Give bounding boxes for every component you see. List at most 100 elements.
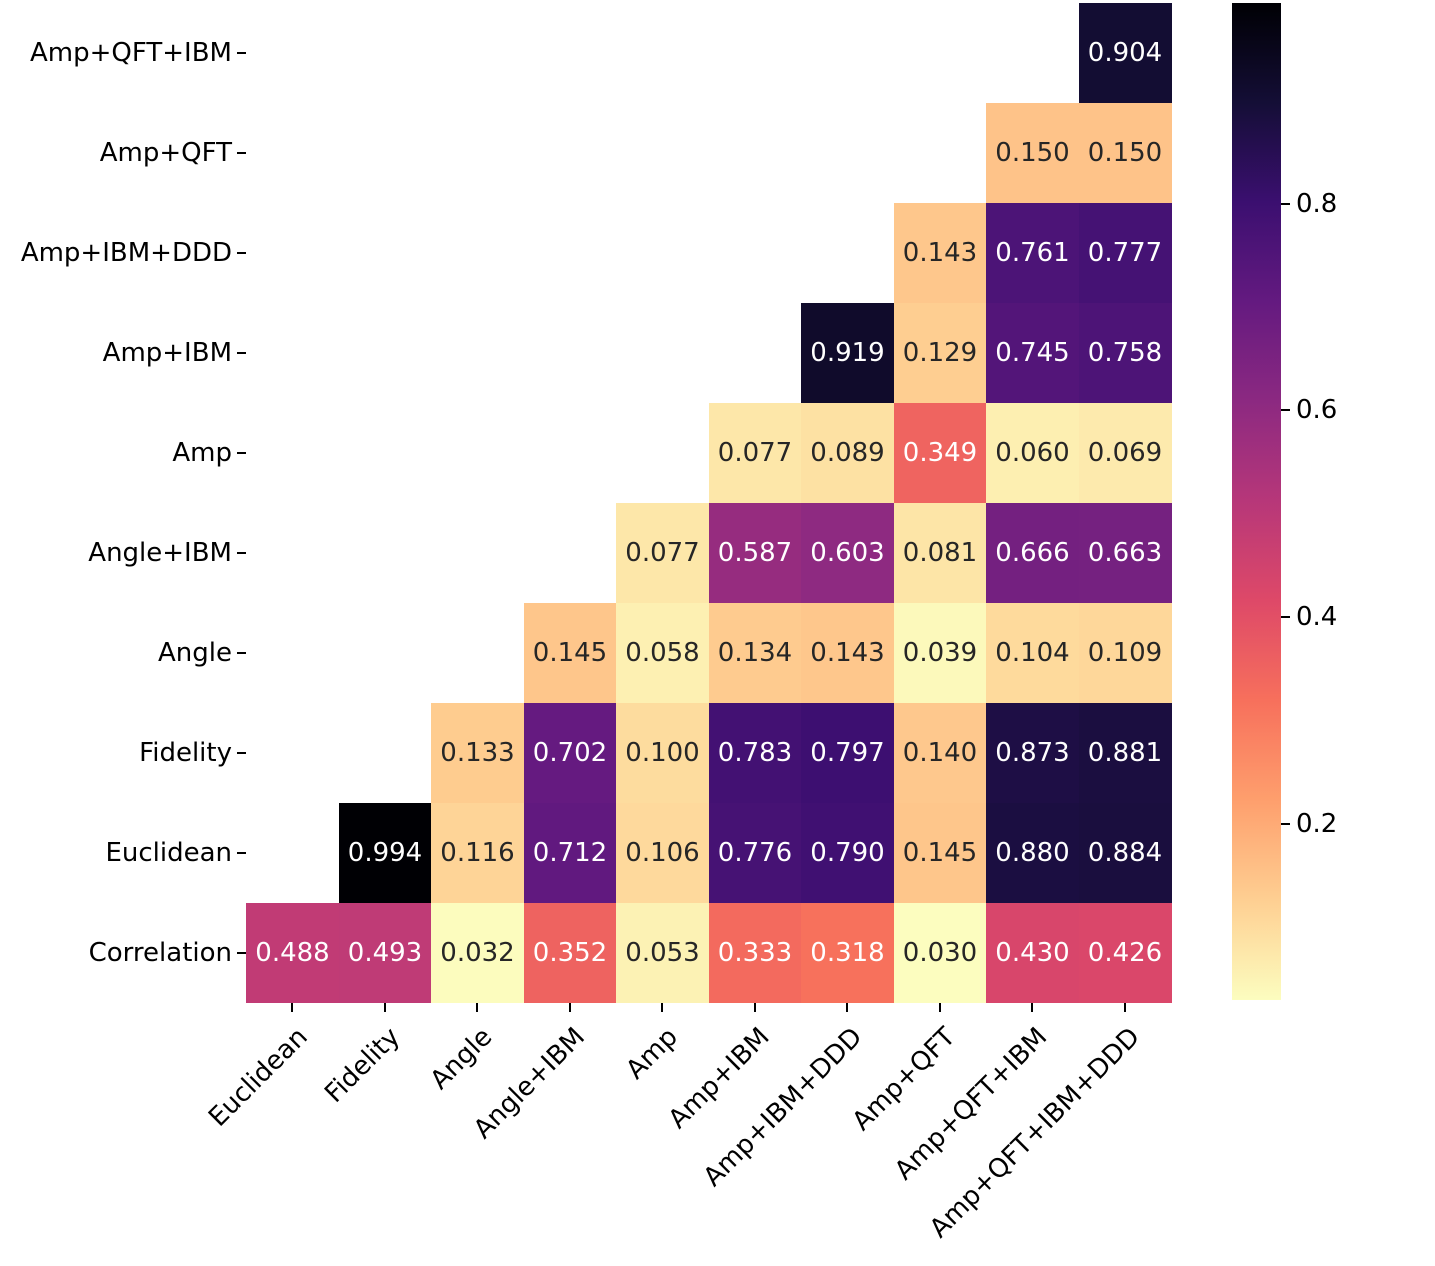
- row-label: Euclidean: [105, 838, 232, 868]
- x-axis-tick: [1123, 1003, 1126, 1012]
- cell-value: 0.150: [1087, 138, 1163, 168]
- colorbar-tick: [1281, 409, 1290, 412]
- row-label: Amp+IBM: [102, 338, 232, 368]
- cell-value: 0.493: [347, 938, 423, 968]
- cell-value: 0.053: [625, 938, 700, 968]
- y-axis-tick: [237, 452, 246, 454]
- heatmap-cell: 0.143: [893, 203, 987, 303]
- col-label: Amp+IBM+DDD: [697, 1022, 869, 1193]
- colorbar-tick: [1281, 616, 1290, 619]
- cell-value: 0.488: [255, 938, 330, 968]
- heatmap-cell: 0.060: [986, 403, 1079, 503]
- cell-value: 0.873: [995, 738, 1070, 768]
- x-axis-tick: [291, 1003, 294, 1012]
- colorbar-tick-label: 0.4: [1296, 602, 1338, 633]
- cell-value: 0.116: [440, 838, 515, 868]
- heatmap-cell: 0.758: [1078, 303, 1172, 403]
- col-label: Amp: [620, 1022, 684, 1086]
- x-axis-tick: [568, 1003, 571, 1012]
- colorbar-tick: [1281, 823, 1290, 826]
- row-label: Amp+QFT+IBM: [30, 38, 232, 68]
- heatmap-cell: 0.873: [986, 703, 1079, 803]
- y-axis-tick: [237, 352, 246, 354]
- cell-value: 0.039: [902, 638, 978, 668]
- x-axis-tick: [661, 1003, 664, 1012]
- heatmap-cell: 0.776: [708, 803, 802, 903]
- heatmap-cell: 0.352: [523, 903, 617, 1003]
- cell-value: 0.077: [625, 538, 700, 568]
- heatmap-cell: 0.493: [338, 903, 432, 1003]
- heatmap-cell: 0.426: [1078, 903, 1172, 1003]
- row-label: Angle+IBM: [88, 538, 232, 568]
- cell-value: 0.030: [902, 938, 978, 968]
- heatmap-cell: 0.430: [986, 903, 1079, 1003]
- colorbar-tick-label: 0.6: [1296, 395, 1338, 426]
- heatmap-cell: 0.039: [893, 603, 987, 703]
- cell-value: 0.776: [717, 838, 793, 868]
- heatmap-cell: 0.666: [986, 503, 1079, 603]
- heatmap-cell: 0.129: [893, 303, 987, 403]
- heatmap-cell: 0.143: [801, 603, 894, 703]
- cell-value: 0.333: [717, 938, 793, 968]
- colorbar-tick-label: 0.8: [1296, 188, 1338, 219]
- cell-value: 0.777: [1087, 238, 1163, 268]
- y-axis-tick: [237, 252, 246, 254]
- heatmap-cell: 0.140: [893, 703, 987, 803]
- colorbar-tick: [1281, 202, 1290, 205]
- col-label: Fidelity: [319, 1022, 406, 1109]
- cell-value: 0.666: [995, 538, 1070, 568]
- cell-value: 0.919: [810, 338, 885, 368]
- heatmap-cell: 0.702: [523, 703, 617, 803]
- heatmap-cell: 0.058: [616, 603, 709, 703]
- cell-value: 0.145: [902, 838, 978, 868]
- y-axis-tick: [237, 152, 246, 154]
- x-axis-tick: [476, 1003, 479, 1012]
- cell-value: 0.318: [810, 938, 885, 968]
- cell-value: 0.060: [995, 438, 1070, 468]
- heatmap-cell: 0.133: [431, 703, 524, 803]
- heatmap-cell: 0.150: [986, 103, 1079, 203]
- cell-value: 0.745: [995, 338, 1070, 368]
- heatmap-cell: 0.104: [986, 603, 1079, 703]
- heatmap-cell: 0.150: [1078, 103, 1172, 203]
- cell-value: 0.140: [902, 738, 978, 768]
- cell-value: 0.150: [995, 138, 1070, 168]
- cell-value: 0.702: [532, 738, 608, 768]
- cell-value: 0.143: [810, 638, 885, 668]
- cell-value: 0.104: [995, 638, 1070, 668]
- heatmap-cell: 0.089: [801, 403, 894, 503]
- cell-value: 0.426: [1087, 938, 1163, 968]
- heatmap-cell: 0.081: [893, 503, 987, 603]
- cell-value: 0.352: [532, 938, 608, 968]
- heatmap-cell: 0.783: [708, 703, 802, 803]
- heatmap-cell: 0.100: [616, 703, 709, 803]
- y-axis-tick: [237, 652, 246, 654]
- cell-value: 0.663: [1087, 538, 1163, 568]
- cell-value: 0.133: [440, 738, 515, 768]
- cell-value: 0.904: [1087, 38, 1163, 68]
- cell-value: 0.058: [625, 638, 700, 668]
- heatmap-cell: 0.994: [338, 803, 432, 903]
- cell-value: 0.109: [1087, 638, 1163, 668]
- cell-value: 0.106: [625, 838, 700, 868]
- heatmap-cell: 0.881: [1078, 703, 1172, 803]
- cell-value: 0.994: [347, 838, 423, 868]
- cell-value: 0.077: [717, 438, 793, 468]
- row-label: Angle: [158, 638, 232, 668]
- heatmap-cell: 0.077: [708, 403, 802, 503]
- heatmap-cell: 0.134: [708, 603, 802, 703]
- heatmap-cell: 0.884: [1078, 803, 1172, 903]
- heatmap-cell: 0.777: [1078, 203, 1172, 303]
- col-label: Angle: [424, 1022, 499, 1096]
- x-axis-tick: [753, 1003, 756, 1012]
- heatmap-cell: 0.116: [431, 803, 524, 903]
- colorbar: [1232, 3, 1281, 1000]
- y-axis-tick: [237, 952, 246, 954]
- cell-value: 0.145: [532, 638, 608, 668]
- cell-value: 0.587: [717, 538, 793, 568]
- col-label: Euclidean: [202, 1022, 314, 1133]
- cell-value: 0.881: [1087, 738, 1163, 768]
- heatmap-cell: 0.145: [523, 603, 617, 703]
- cell-value: 0.081: [902, 538, 978, 568]
- row-label: Amp+QFT: [99, 138, 232, 168]
